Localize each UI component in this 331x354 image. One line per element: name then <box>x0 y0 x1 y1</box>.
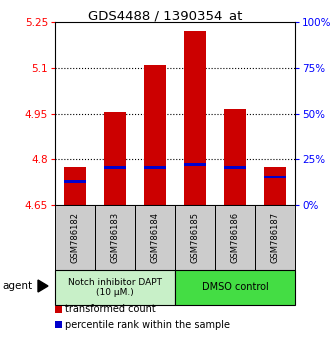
Bar <box>224 166 246 169</box>
Bar <box>55 321 62 328</box>
FancyBboxPatch shape <box>175 270 295 305</box>
Bar <box>55 306 62 313</box>
Bar <box>224 109 246 205</box>
Text: GSM786187: GSM786187 <box>270 212 279 263</box>
Text: GSM786184: GSM786184 <box>151 212 160 263</box>
FancyBboxPatch shape <box>175 205 215 270</box>
Text: GSM786182: GSM786182 <box>71 212 79 263</box>
Bar <box>144 166 166 169</box>
FancyBboxPatch shape <box>55 205 95 270</box>
Bar <box>264 167 286 205</box>
Bar <box>64 180 86 183</box>
Bar <box>64 167 86 205</box>
Bar <box>184 163 206 166</box>
Bar <box>144 65 166 205</box>
Bar <box>104 112 126 205</box>
FancyBboxPatch shape <box>95 205 135 270</box>
Bar <box>184 30 206 205</box>
FancyBboxPatch shape <box>215 205 255 270</box>
Text: transformed count: transformed count <box>65 304 156 314</box>
Text: GDS4488 / 1390354_at: GDS4488 / 1390354_at <box>88 9 243 22</box>
FancyBboxPatch shape <box>135 205 175 270</box>
FancyBboxPatch shape <box>255 205 295 270</box>
Polygon shape <box>38 280 48 292</box>
Text: agent: agent <box>2 281 32 291</box>
Text: GSM786185: GSM786185 <box>191 212 200 263</box>
Text: Notch inhibitor DAPT
(10 μM.): Notch inhibitor DAPT (10 μM.) <box>68 278 162 297</box>
Text: GSM786186: GSM786186 <box>230 212 240 263</box>
Bar <box>264 176 286 178</box>
Text: percentile rank within the sample: percentile rank within the sample <box>65 320 230 330</box>
Text: DMSO control: DMSO control <box>202 282 268 292</box>
FancyBboxPatch shape <box>55 270 175 305</box>
Bar <box>104 166 126 169</box>
Text: GSM786183: GSM786183 <box>111 212 119 263</box>
